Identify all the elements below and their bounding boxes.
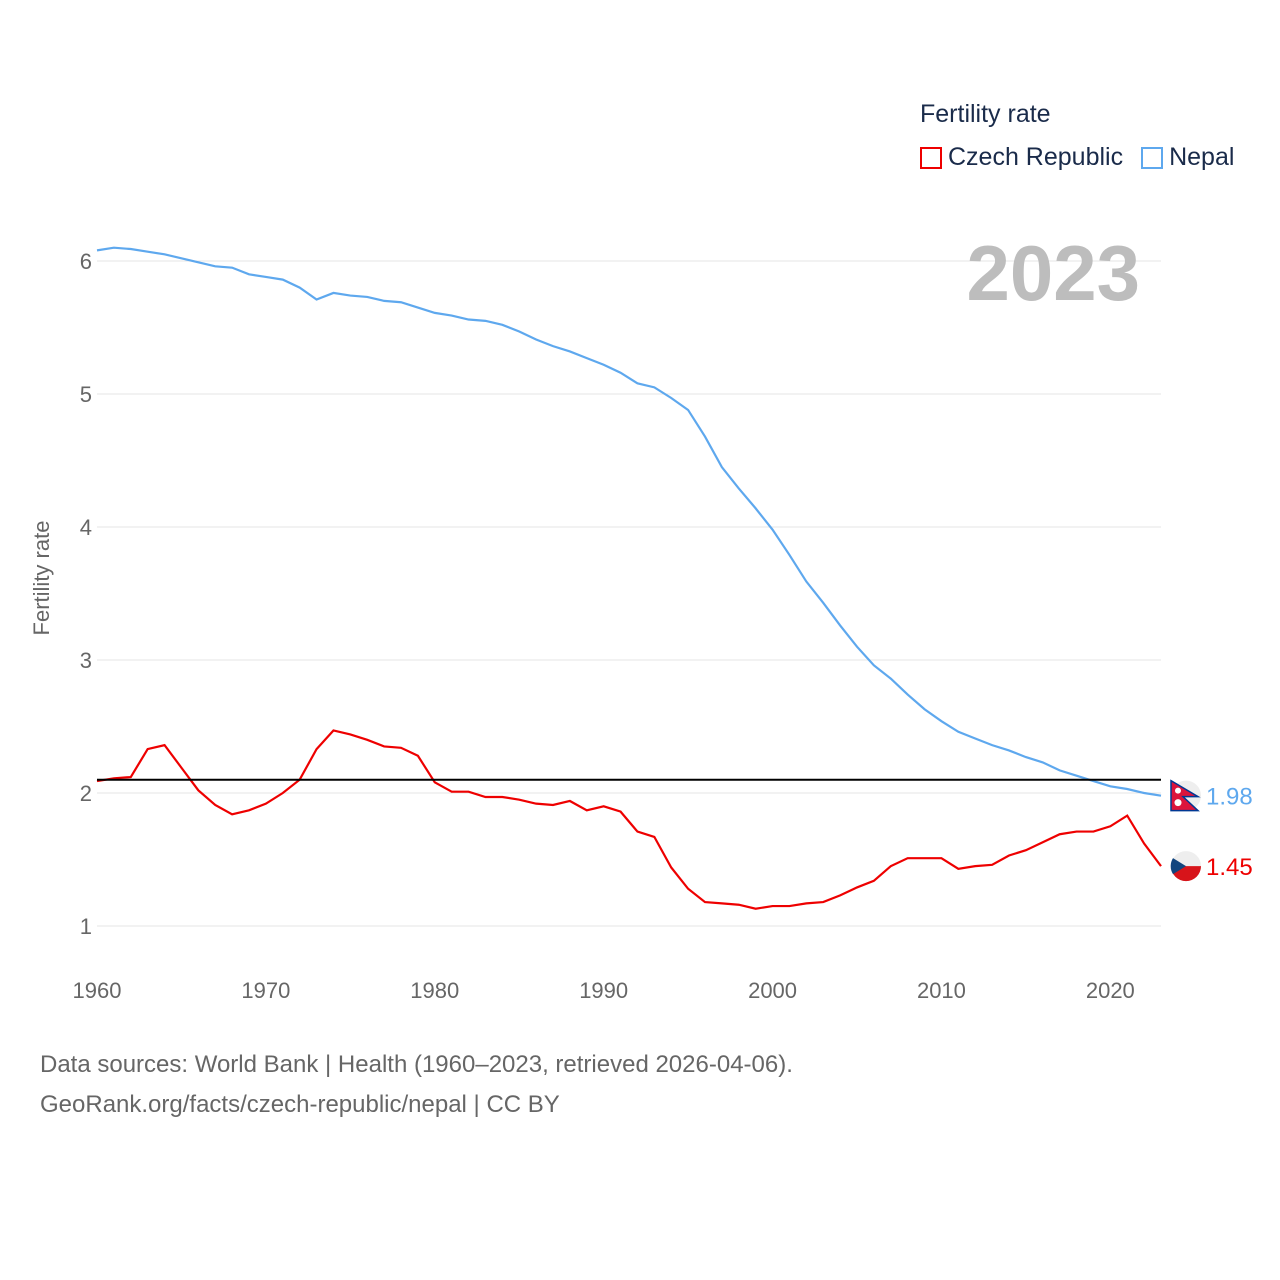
series-line-nepal (96, 246, 1162, 797)
end-value-label: 1.45 (1206, 854, 1253, 881)
series-line-czech (96, 729, 1162, 910)
attribution-link[interactable]: GeoRank.org/facts/czech-republic/nepal |… (40, 1091, 560, 1118)
x-tick-label: 1970 (241, 978, 290, 1003)
legend-item-nepal[interactable]: Nepal (1141, 143, 1234, 172)
x-tick-label: 1980 (410, 978, 459, 1003)
legend: Czech Republic Nepal (920, 143, 1234, 172)
end-value-label: 1.98 (1206, 784, 1253, 811)
czech-flag-icon (1170, 851, 1201, 882)
legend-swatch (1141, 146, 1164, 169)
y-tick-label: 5 (80, 382, 92, 407)
legend-label: Czech Republic (948, 143, 1124, 171)
y-tick-label: 4 (80, 515, 92, 540)
y-tick-label: 6 (80, 249, 92, 274)
x-tick-label: 1960 (73, 978, 122, 1003)
x-tick-label: 1990 (579, 978, 628, 1003)
y-axis-label: Fertility rate (29, 520, 54, 636)
legend-title: Fertility rate (920, 100, 1051, 128)
y-tick-label: 2 (80, 781, 92, 806)
x-tick-label: 2020 (1086, 978, 1135, 1003)
year-label: 2023 (966, 229, 1140, 317)
footer: Data sources: World Bank | Health (1960–… (40, 1045, 793, 1125)
y-tick-label: 1 (80, 914, 92, 939)
data-source: Data sources: World Bank | Health (1960–… (40, 1051, 793, 1078)
y-tick-label: 3 (80, 648, 92, 673)
x-tick-label: 2000 (748, 978, 797, 1003)
x-tick-label: 2010 (917, 978, 966, 1003)
nepal-flag-icon (1170, 779, 1201, 812)
legend-label: Nepal (1169, 143, 1235, 171)
legend-item-czech[interactable]: Czech Republic (920, 143, 1123, 172)
legend-swatch (920, 146, 942, 169)
